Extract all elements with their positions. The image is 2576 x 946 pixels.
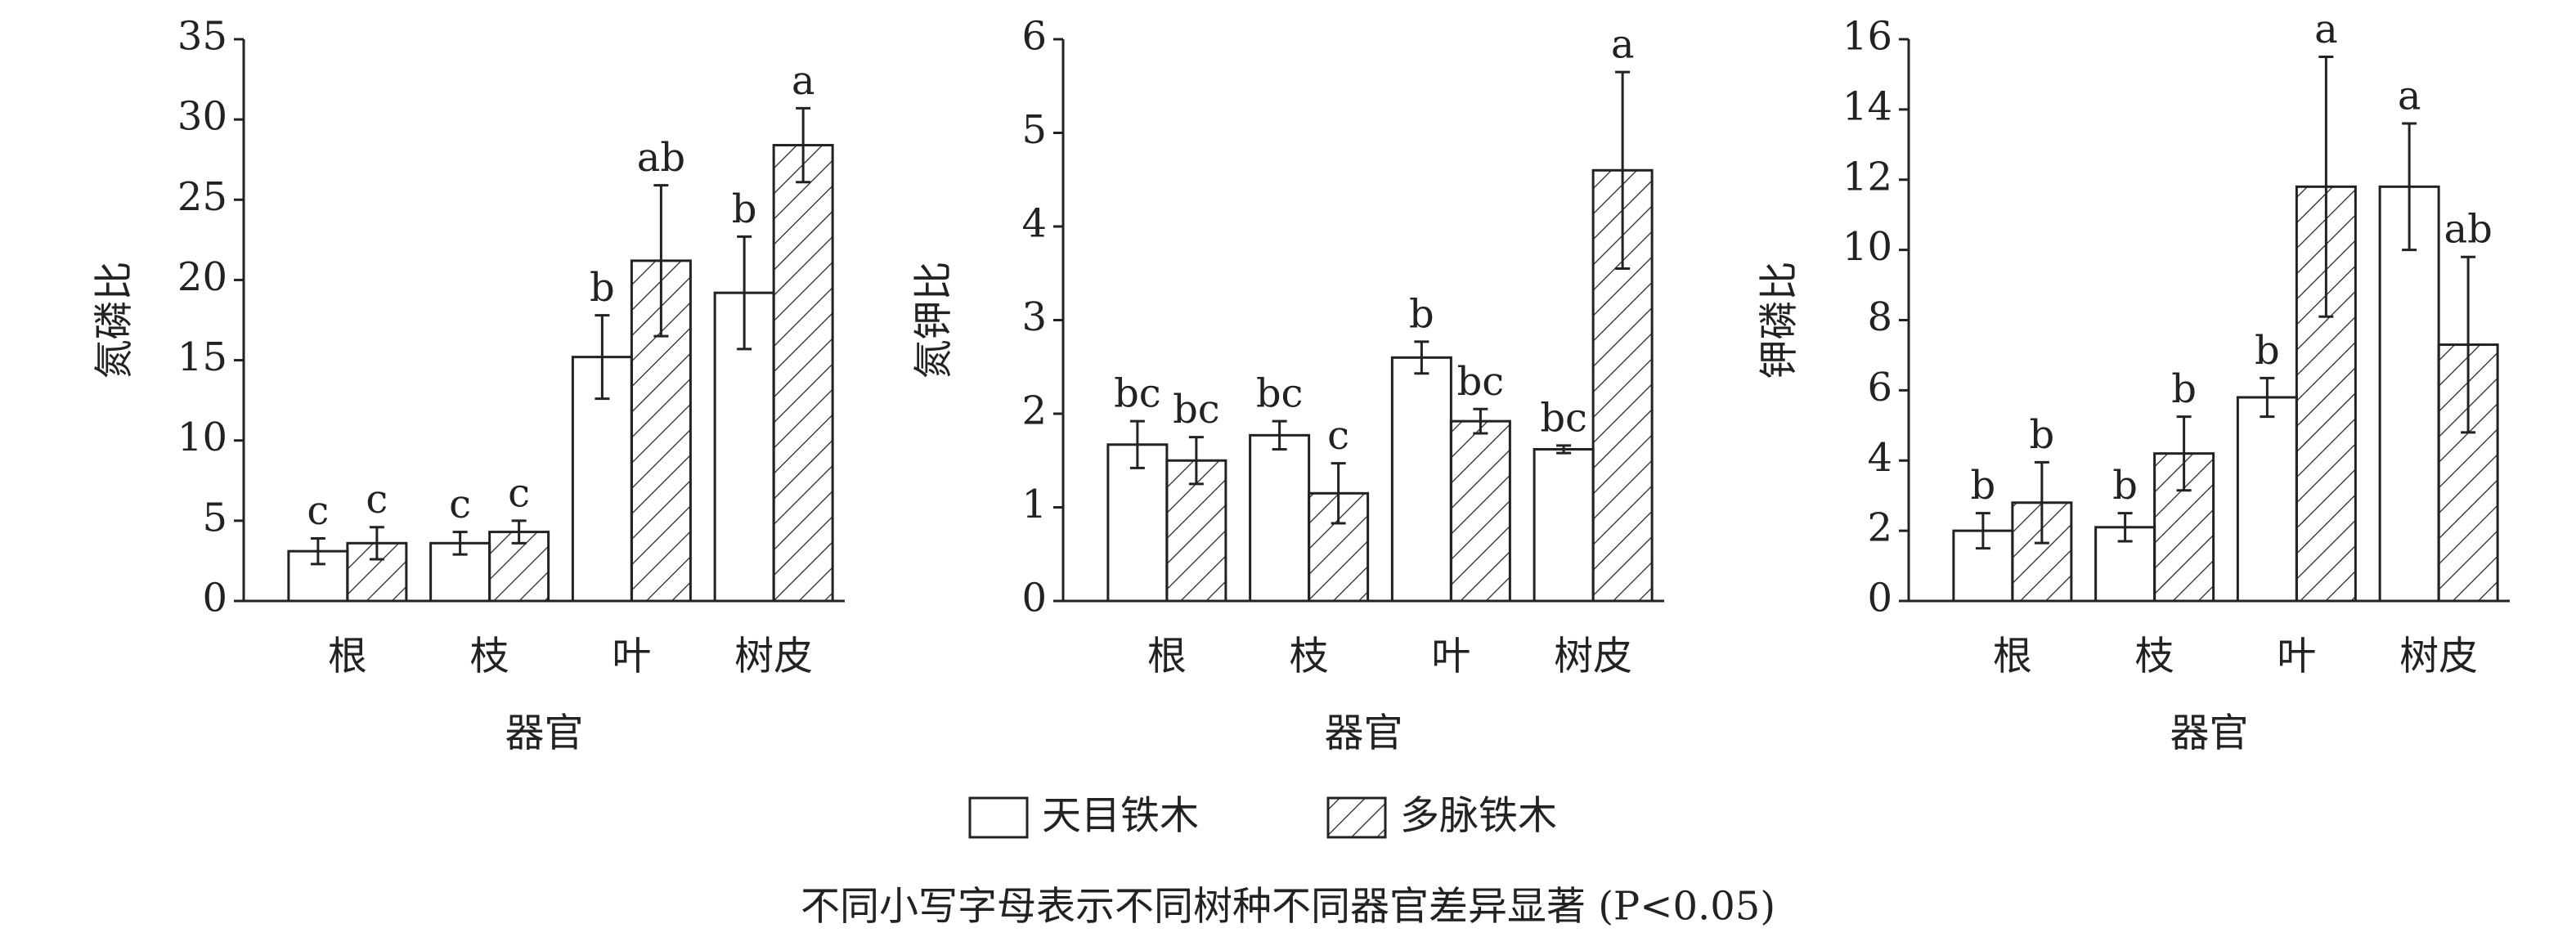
y-tick-label: 0 bbox=[1021, 576, 1047, 621]
y-tick-label: 1 bbox=[1021, 482, 1047, 527]
y-tick-label: 4 bbox=[1021, 201, 1047, 247]
significance-letter: ab bbox=[2444, 207, 2492, 253]
significance-letter: bc bbox=[1173, 387, 1220, 433]
significance-letter: bc bbox=[1256, 371, 1304, 417]
legend-label: 多脉铁木 bbox=[1400, 793, 1557, 839]
significance-letter: c bbox=[449, 482, 471, 527]
x-axis-label: 器官 bbox=[2170, 711, 2248, 756]
y-tick-label: 25 bbox=[177, 174, 227, 220]
significance-letter: bc bbox=[1114, 371, 1161, 417]
x-tick-label: 叶 bbox=[612, 634, 651, 679]
y-axis-label: 氮磷比 bbox=[92, 261, 137, 379]
y-tick-label: 5 bbox=[1021, 107, 1047, 153]
legend-swatch bbox=[1326, 796, 1387, 839]
significance-letter: a bbox=[2314, 7, 2338, 52]
significance-letter: ab bbox=[637, 135, 685, 181]
y-tick-label: 20 bbox=[177, 254, 227, 300]
bar bbox=[1533, 448, 1595, 603]
y-tick-label: 14 bbox=[1842, 83, 1892, 129]
x-tick-label: 树皮 bbox=[2399, 634, 2478, 679]
y-tick-label: 30 bbox=[177, 94, 227, 140]
y-tick-label: 2 bbox=[1867, 505, 1892, 551]
bar bbox=[429, 541, 491, 603]
y-axis-label: 钾磷比 bbox=[1757, 261, 1802, 379]
x-tick-label: 枝 bbox=[1290, 634, 1329, 679]
legend: 天目铁木 多脉铁木 bbox=[968, 793, 1557, 839]
x-axis-label: 器官 bbox=[505, 711, 583, 756]
x-tick-label: 枝 bbox=[470, 634, 509, 679]
x-tick-label: 根 bbox=[1993, 634, 2032, 679]
significance-letter: b bbox=[2255, 328, 2280, 374]
y-tick-label: 12 bbox=[1842, 154, 1892, 200]
significance-letter: b bbox=[1409, 291, 1434, 337]
x-tick-label: 枝 bbox=[2135, 634, 2174, 679]
bar bbox=[1249, 433, 1311, 603]
x-tick-label: 树皮 bbox=[1554, 634, 1632, 679]
significance-letter: b bbox=[732, 186, 757, 232]
significance-letter: b bbox=[2112, 463, 2138, 509]
x-axis-label: 器官 bbox=[1324, 711, 1402, 756]
significance-letter: a bbox=[792, 58, 815, 104]
y-tick-label: 6 bbox=[1867, 365, 1892, 410]
y-tick-label: 6 bbox=[1021, 14, 1047, 60]
x-tick-label: 叶 bbox=[1431, 634, 1470, 679]
bar bbox=[772, 144, 834, 603]
y-tick-label: 5 bbox=[202, 495, 227, 540]
x-tick-label: 根 bbox=[1147, 634, 1187, 679]
significance-letter: b bbox=[2030, 412, 2055, 458]
significance-letter: c bbox=[1327, 413, 1349, 459]
y-tick-label: 15 bbox=[177, 334, 227, 380]
legend-swatch bbox=[968, 796, 1029, 839]
y-tick-label: 10 bbox=[177, 415, 227, 460]
x-tick-label: 树皮 bbox=[734, 634, 813, 679]
significance-letter: b bbox=[590, 265, 615, 311]
significance-letter: c bbox=[508, 470, 530, 516]
significance-letter: a bbox=[1611, 22, 1635, 68]
y-tick-label: 35 bbox=[177, 14, 227, 60]
x-tick-label: 根 bbox=[328, 634, 367, 679]
bar bbox=[1449, 419, 1511, 603]
significance-letter: a bbox=[2398, 74, 2421, 119]
significance-letter: b bbox=[1971, 463, 1996, 509]
significance-letter: bc bbox=[1457, 359, 1505, 405]
bar bbox=[1390, 356, 1452, 603]
y-axis-label: 氮钾比 bbox=[911, 261, 957, 379]
significance-letter: bc bbox=[1540, 395, 1587, 441]
legend-label: 天目铁木 bbox=[1042, 793, 1199, 839]
bar bbox=[2295, 185, 2357, 603]
y-tick-label: 10 bbox=[1842, 224, 1892, 270]
y-tick-label: 16 bbox=[1842, 14, 1892, 60]
y-tick-label: 2 bbox=[1021, 388, 1047, 434]
x-tick-label: 叶 bbox=[2277, 634, 2316, 679]
y-tick-label: 0 bbox=[1867, 576, 1892, 621]
y-tick-label: 0 bbox=[202, 576, 227, 621]
y-tick-label: 8 bbox=[1867, 294, 1892, 340]
significance-letter: c bbox=[307, 488, 329, 534]
bar bbox=[2236, 396, 2298, 603]
note: 不同小写字母表示不同树种不同器官差异显著 (P<0.05) bbox=[801, 884, 1775, 930]
significance-letter: c bbox=[366, 477, 388, 522]
y-tick-label: 3 bbox=[1021, 294, 1047, 340]
significance-letter: b bbox=[2171, 366, 2197, 412]
y-tick-label: 4 bbox=[1867, 435, 1892, 481]
